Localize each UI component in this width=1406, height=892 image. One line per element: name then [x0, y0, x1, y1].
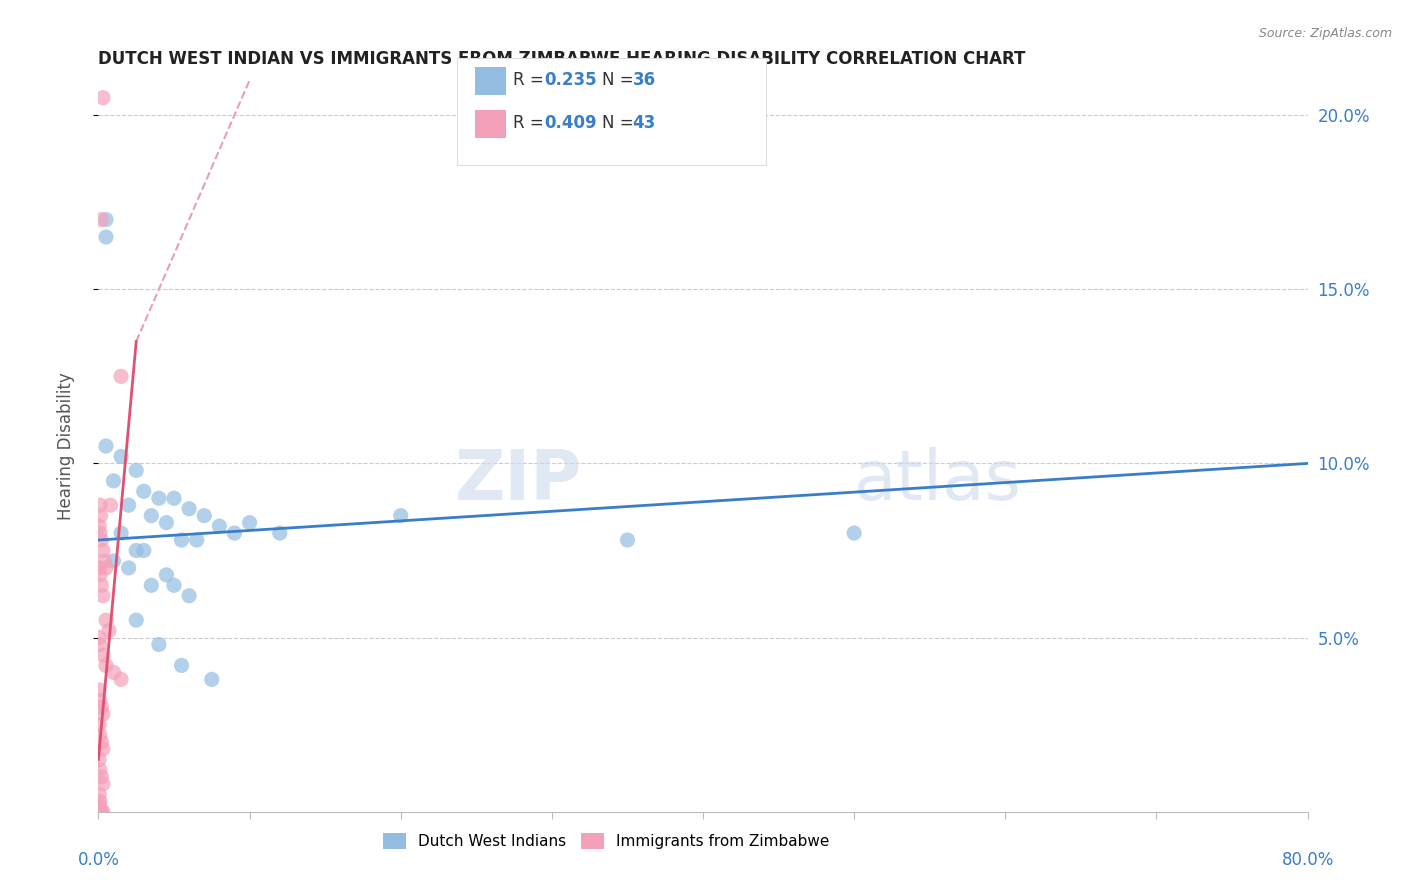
- Point: [110, 673, 132, 687]
- Text: 36: 36: [633, 71, 655, 89]
- Text: 0.0%: 0.0%: [77, 851, 120, 869]
- Point: [389, 508, 412, 523]
- Text: ZIP: ZIP: [454, 447, 582, 515]
- Point: [89, 682, 111, 697]
- Point: [148, 491, 170, 506]
- Point: [89, 519, 111, 533]
- Point: [89, 797, 111, 812]
- Point: [132, 543, 155, 558]
- Point: [98, 624, 121, 638]
- Point: [89, 631, 111, 645]
- Point: [89, 717, 111, 731]
- Point: [89, 794, 111, 808]
- Point: [110, 526, 132, 541]
- Point: [94, 212, 117, 227]
- Point: [90, 508, 112, 523]
- Point: [90, 212, 112, 227]
- Point: [89, 526, 111, 541]
- Point: [89, 693, 111, 707]
- Point: [94, 658, 117, 673]
- Point: [148, 638, 170, 652]
- Point: [94, 439, 117, 453]
- Point: [90, 578, 112, 592]
- Point: [170, 658, 193, 673]
- Point: [91, 648, 114, 662]
- Point: [155, 567, 177, 582]
- Point: [91, 543, 114, 558]
- Point: [91, 777, 114, 791]
- Point: [125, 543, 148, 558]
- Text: N =: N =: [602, 71, 638, 89]
- Point: [89, 561, 111, 575]
- Point: [93, 554, 115, 568]
- Text: Source: ZipAtlas.com: Source: ZipAtlas.com: [1258, 27, 1392, 40]
- Text: 43: 43: [633, 114, 657, 132]
- Point: [118, 498, 141, 512]
- Point: [239, 516, 262, 530]
- Text: R =: R =: [513, 71, 550, 89]
- Point: [91, 805, 114, 819]
- Point: [103, 474, 125, 488]
- Point: [179, 589, 201, 603]
- Point: [110, 369, 132, 384]
- Text: N =: N =: [602, 114, 638, 132]
- Point: [91, 91, 114, 105]
- Text: 0.409: 0.409: [544, 114, 596, 132]
- Point: [163, 491, 186, 506]
- Point: [208, 519, 231, 533]
- Y-axis label: Hearing Disability: Hearing Disability: [56, 372, 75, 520]
- Point: [89, 567, 111, 582]
- Text: 80.0%: 80.0%: [1281, 851, 1334, 869]
- Point: [94, 613, 117, 627]
- Point: [118, 561, 141, 575]
- Point: [89, 638, 111, 652]
- Point: [89, 498, 111, 512]
- Point: [186, 533, 208, 547]
- Point: [89, 801, 111, 815]
- Point: [616, 533, 638, 547]
- Point: [132, 484, 155, 499]
- Point: [155, 516, 177, 530]
- Legend: Dutch West Indians, Immigrants from Zimbabwe: Dutch West Indians, Immigrants from Zimb…: [377, 827, 837, 855]
- Point: [90, 700, 112, 714]
- Point: [91, 742, 114, 756]
- Point: [90, 770, 112, 784]
- Point: [91, 589, 114, 603]
- Text: R =: R =: [513, 114, 550, 132]
- Point: [94, 561, 117, 575]
- Point: [89, 787, 111, 801]
- Point: [163, 578, 186, 592]
- Text: DUTCH WEST INDIAN VS IMMIGRANTS FROM ZIMBABWE HEARING DISABILITY CORRELATION CHA: DUTCH WEST INDIAN VS IMMIGRANTS FROM ZIM…: [98, 50, 1026, 68]
- Point: [90, 735, 112, 749]
- Point: [224, 526, 246, 541]
- Point: [170, 533, 193, 547]
- Point: [90, 533, 112, 547]
- Point: [110, 450, 132, 464]
- Point: [100, 498, 122, 512]
- Text: atlas: atlas: [855, 447, 1022, 515]
- Point: [89, 728, 111, 742]
- Point: [89, 763, 111, 777]
- Point: [193, 508, 215, 523]
- Point: [201, 673, 224, 687]
- Point: [94, 230, 117, 244]
- Point: [125, 463, 148, 477]
- Point: [103, 554, 125, 568]
- Point: [89, 805, 111, 819]
- Text: 0.235: 0.235: [544, 71, 596, 89]
- Point: [844, 526, 866, 541]
- Point: [89, 752, 111, 766]
- Point: [125, 613, 148, 627]
- Point: [90, 805, 112, 819]
- Point: [179, 501, 201, 516]
- Point: [103, 665, 125, 680]
- Point: [269, 526, 291, 541]
- Point: [141, 578, 163, 592]
- Point: [141, 508, 163, 523]
- Point: [91, 707, 114, 722]
